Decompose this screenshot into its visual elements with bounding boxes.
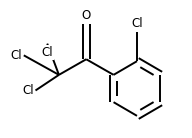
Text: Cl: Cl (10, 49, 22, 62)
Text: Cl: Cl (131, 17, 143, 30)
Text: O: O (82, 9, 91, 22)
Text: Cl: Cl (41, 46, 53, 59)
Text: Cl: Cl (22, 84, 34, 97)
